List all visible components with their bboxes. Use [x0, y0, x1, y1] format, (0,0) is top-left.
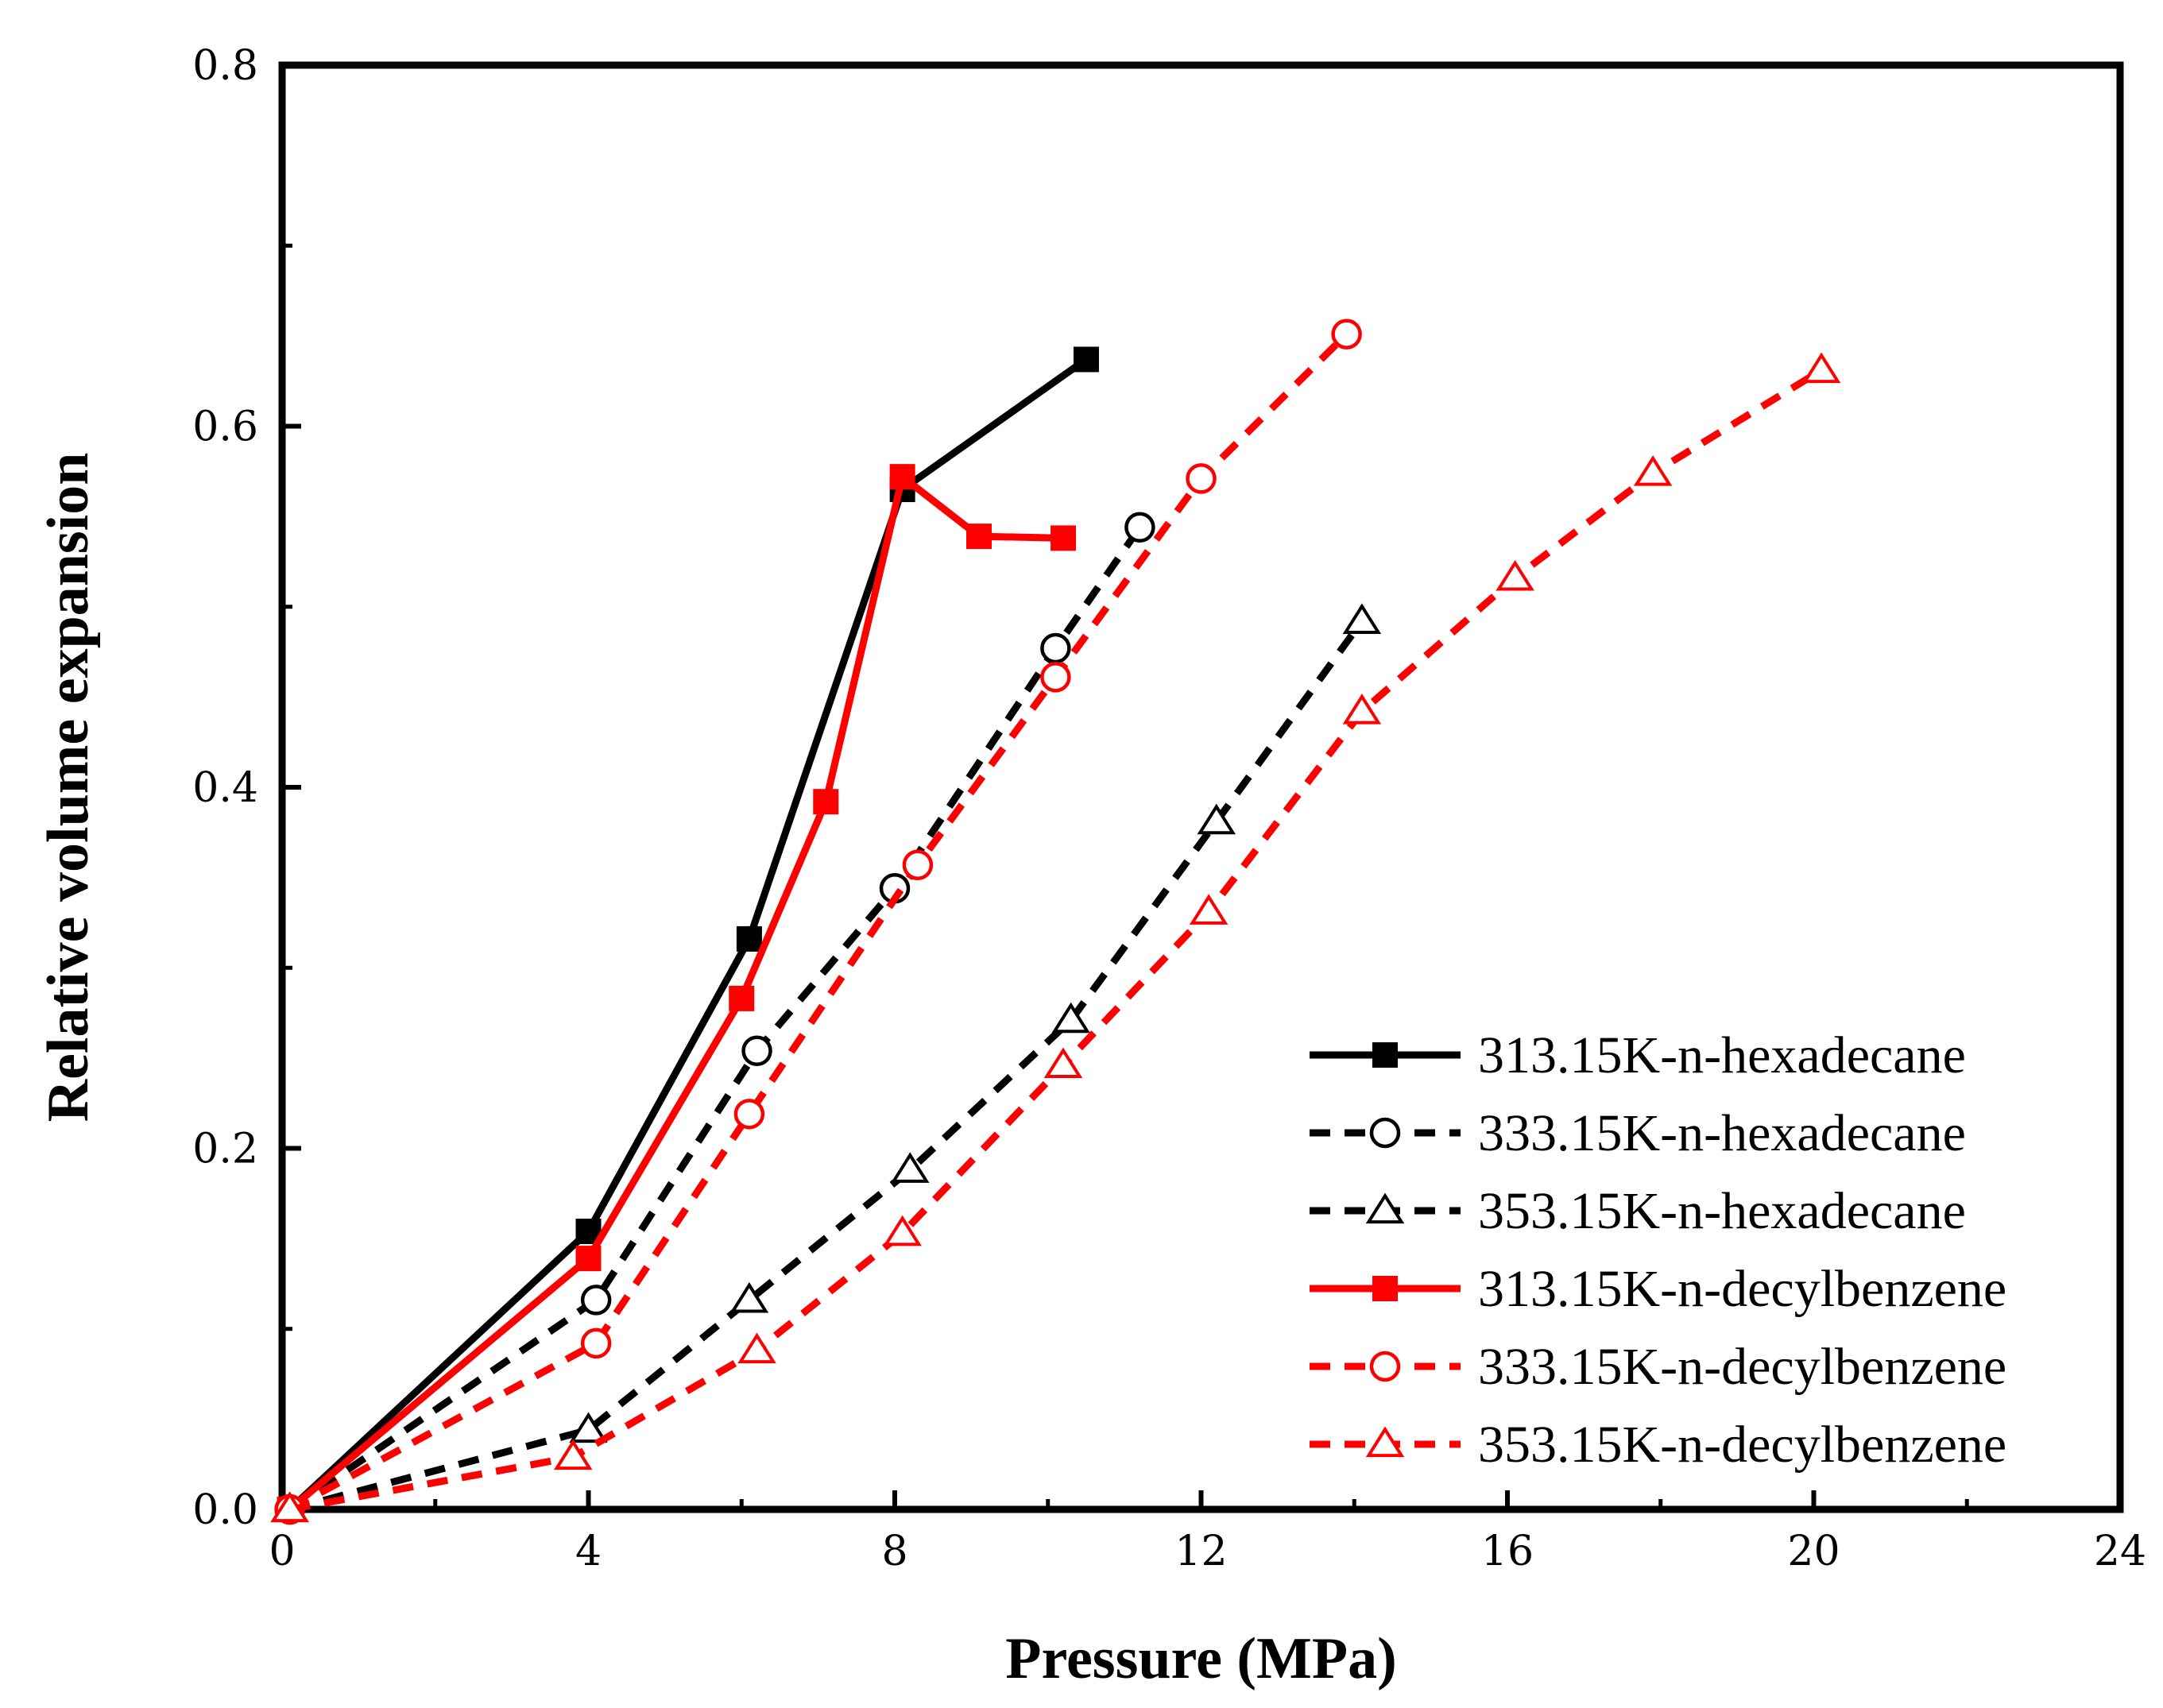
data-point-triangle	[1197, 803, 1236, 835]
legend-item-6: 353.15K-n-decylbenzene	[1310, 1416, 2006, 1474]
data-point-circle	[580, 1285, 612, 1316]
data-point-triangle	[883, 1215, 922, 1246]
legend-label: 353.15K-n-decylbenzene	[1478, 1416, 2006, 1474]
data-point-circle	[902, 849, 934, 880]
data-point-circle	[1369, 1117, 1401, 1149]
data-point-circle	[1040, 662, 1071, 693]
data-point-triangle	[270, 1491, 309, 1523]
data-point-triangle	[1043, 1047, 1083, 1079]
data-point-square	[575, 1246, 602, 1272]
data-point-square	[729, 985, 755, 1011]
data-point-triangle	[729, 1281, 769, 1313]
data-point-circle	[1369, 1351, 1401, 1382]
data-point-circle	[1040, 632, 1071, 664]
legend-item-2: 333.15K-n-hexadecane	[1310, 1104, 1966, 1162]
data-point-square	[1372, 1042, 1398, 1068]
data-point-triangle	[569, 1412, 608, 1443]
data-point-circle	[580, 1327, 612, 1359]
series-2	[274, 512, 1155, 1525]
series-6	[270, 352, 1841, 1523]
data-point-triangle	[1342, 694, 1382, 725]
data-point-triangle	[1365, 1192, 1405, 1224]
data-point-square	[889, 464, 915, 490]
data-point-triangle	[553, 1439, 593, 1470]
data-point-square	[736, 925, 762, 952]
axis-ticks: 0 4 8 12 16 20 24 0.0 0.2 0.4 0.6 0.8	[192, 42, 2146, 1575]
legend-item-1: 313.15K-n-hexadecane	[1310, 1026, 1966, 1084]
x-tick-label: 8	[881, 1528, 907, 1575]
x-tick-label: 4	[575, 1528, 602, 1575]
legend-label: 313.15K-n-decylbenzene	[1478, 1260, 2006, 1318]
legend-item-4: 313.15K-n-decylbenzene	[1310, 1260, 2006, 1318]
data-point-triangle	[1189, 894, 1229, 925]
x-tick-label: 12	[1174, 1528, 1227, 1575]
data-point-square	[1073, 346, 1099, 373]
data-point-triangle	[1496, 559, 1534, 591]
data-point-square	[1051, 525, 1077, 551]
x-tick-label: 20	[1787, 1528, 1840, 1575]
data-point-triangle	[891, 1152, 930, 1183]
data-point-circle	[1186, 463, 1217, 494]
x-tick-label: 24	[2094, 1528, 2146, 1575]
series-line	[288, 525, 1143, 1513]
data-point-triangle	[1342, 603, 1382, 634]
data-point-circle	[1331, 319, 1362, 350]
data-series	[270, 319, 1841, 1525]
data-point-triangle	[1633, 455, 1673, 486]
series-line	[288, 331, 1349, 1513]
data-point-triangle	[1365, 1426, 1405, 1458]
x-tick-label: 16	[1481, 1528, 1534, 1575]
legend-label: 313.15K-n-hexadecane	[1478, 1026, 1966, 1084]
legend-label: 333.15K-n-decylbenzene	[1478, 1338, 2006, 1396]
data-point-square	[966, 524, 993, 550]
legend: 313.15K-n-hexadecane 333.15K-n-hexadecane…	[1310, 1026, 2006, 1474]
y-axis-title: Relative volume expansion	[36, 453, 101, 1123]
x-tick-label: 0	[269, 1528, 295, 1575]
data-point-triangle	[737, 1332, 776, 1364]
legend-item-5: 333.15K-n-decylbenzene	[1310, 1338, 2006, 1396]
y-tick-label: 0.2	[192, 1126, 258, 1173]
legend-label: 353.15K-n-hexadecane	[1478, 1182, 1966, 1240]
data-point-triangle	[1801, 352, 1841, 384]
data-point-square	[1372, 1276, 1398, 1301]
legend-label: 333.15K-n-hexadecane	[1478, 1104, 1966, 1162]
series-line	[288, 367, 1824, 1513]
y-tick-label: 0.4	[192, 764, 258, 812]
y-tick-label: 0.0	[192, 1486, 258, 1534]
data-point-circle	[733, 1099, 765, 1130]
legend-item-3: 353.15K-n-hexadecane	[1310, 1182, 1966, 1240]
data-point-triangle	[1051, 1002, 1090, 1034]
data-point-circle	[741, 1035, 772, 1067]
y-tick-label: 0.6	[192, 404, 258, 451]
data-point-square	[813, 789, 839, 815]
x-axis-title: Pressure (MPa)	[1005, 1626, 1397, 1691]
y-tick-label: 0.8	[192, 42, 258, 90]
data-point-circle	[1124, 512, 1155, 543]
